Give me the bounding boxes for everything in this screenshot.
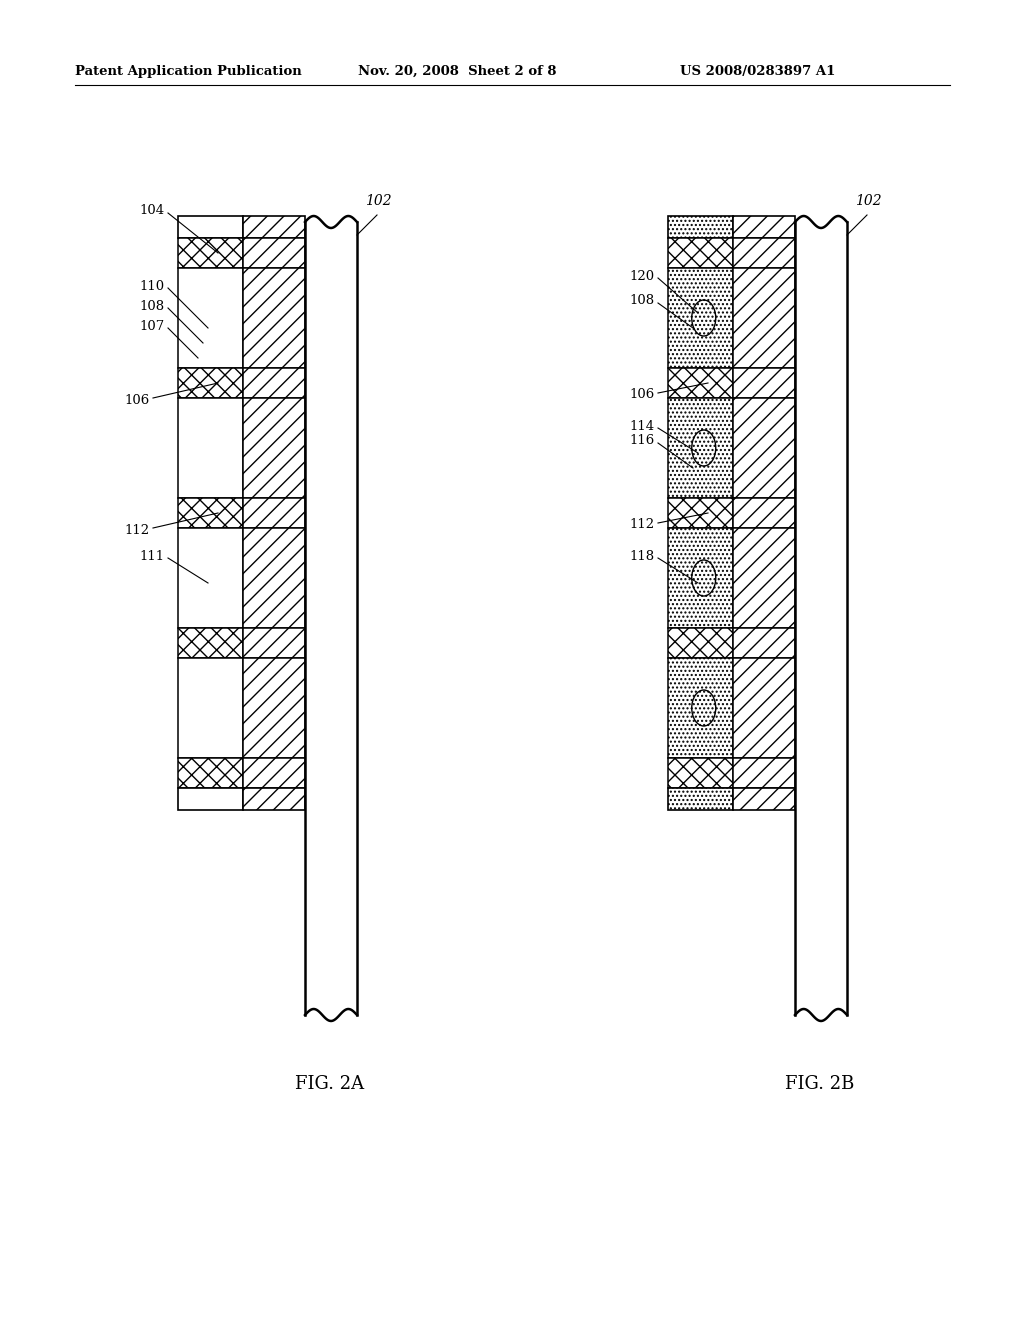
Bar <box>668 368 733 399</box>
Bar <box>243 268 305 368</box>
Bar <box>668 758 733 788</box>
Bar <box>733 216 795 238</box>
Bar <box>668 216 733 238</box>
Text: 106: 106 <box>630 388 655 401</box>
Bar <box>178 368 243 399</box>
Text: 112: 112 <box>125 524 150 536</box>
Text: 111: 111 <box>140 549 165 562</box>
Text: 116: 116 <box>630 434 655 447</box>
Text: 110: 110 <box>140 280 165 293</box>
Text: 120: 120 <box>630 269 655 282</box>
Bar <box>178 628 243 657</box>
Text: 102: 102 <box>365 194 391 209</box>
Bar <box>178 498 243 528</box>
Bar <box>733 788 795 810</box>
Bar <box>668 399 733 498</box>
Bar <box>243 788 305 810</box>
Bar <box>668 628 733 657</box>
Bar <box>243 216 305 238</box>
Text: Patent Application Publication: Patent Application Publication <box>75 65 302 78</box>
Text: 107: 107 <box>139 319 165 333</box>
Bar <box>733 368 795 399</box>
Bar <box>733 657 795 758</box>
Bar <box>243 758 305 788</box>
Text: US 2008/0283897 A1: US 2008/0283897 A1 <box>680 65 836 78</box>
Bar <box>178 216 243 238</box>
Bar <box>795 222 847 1015</box>
Bar <box>733 238 795 268</box>
Bar <box>243 498 305 528</box>
Bar <box>733 528 795 628</box>
Bar <box>178 758 243 788</box>
Bar <box>178 238 243 268</box>
Bar <box>733 628 795 657</box>
Bar <box>733 498 795 528</box>
Bar <box>178 399 243 498</box>
Text: 108: 108 <box>630 294 655 308</box>
Bar <box>243 399 305 498</box>
Text: 104: 104 <box>140 205 165 218</box>
Bar <box>733 758 795 788</box>
Bar <box>178 788 243 810</box>
Text: 118: 118 <box>630 549 655 562</box>
Bar <box>668 657 733 758</box>
Text: 114: 114 <box>630 420 655 433</box>
Bar <box>243 238 305 268</box>
Text: 106: 106 <box>125 393 150 407</box>
Text: Nov. 20, 2008  Sheet 2 of 8: Nov. 20, 2008 Sheet 2 of 8 <box>358 65 556 78</box>
Text: 112: 112 <box>630 519 655 532</box>
Bar <box>733 268 795 368</box>
Bar <box>668 788 733 810</box>
Bar <box>243 628 305 657</box>
Bar <box>668 528 733 628</box>
Bar <box>178 268 243 368</box>
Bar <box>668 268 733 368</box>
Text: FIG. 2A: FIG. 2A <box>296 1074 365 1093</box>
Bar <box>305 222 357 1015</box>
Bar <box>243 657 305 758</box>
Bar <box>178 528 243 628</box>
Bar <box>733 399 795 498</box>
Bar <box>243 528 305 628</box>
Bar <box>668 238 733 268</box>
Bar <box>243 368 305 399</box>
Text: FIG. 2B: FIG. 2B <box>785 1074 855 1093</box>
Text: 102: 102 <box>855 194 882 209</box>
Bar <box>668 498 733 528</box>
Text: 108: 108 <box>140 300 165 313</box>
Bar <box>178 657 243 758</box>
